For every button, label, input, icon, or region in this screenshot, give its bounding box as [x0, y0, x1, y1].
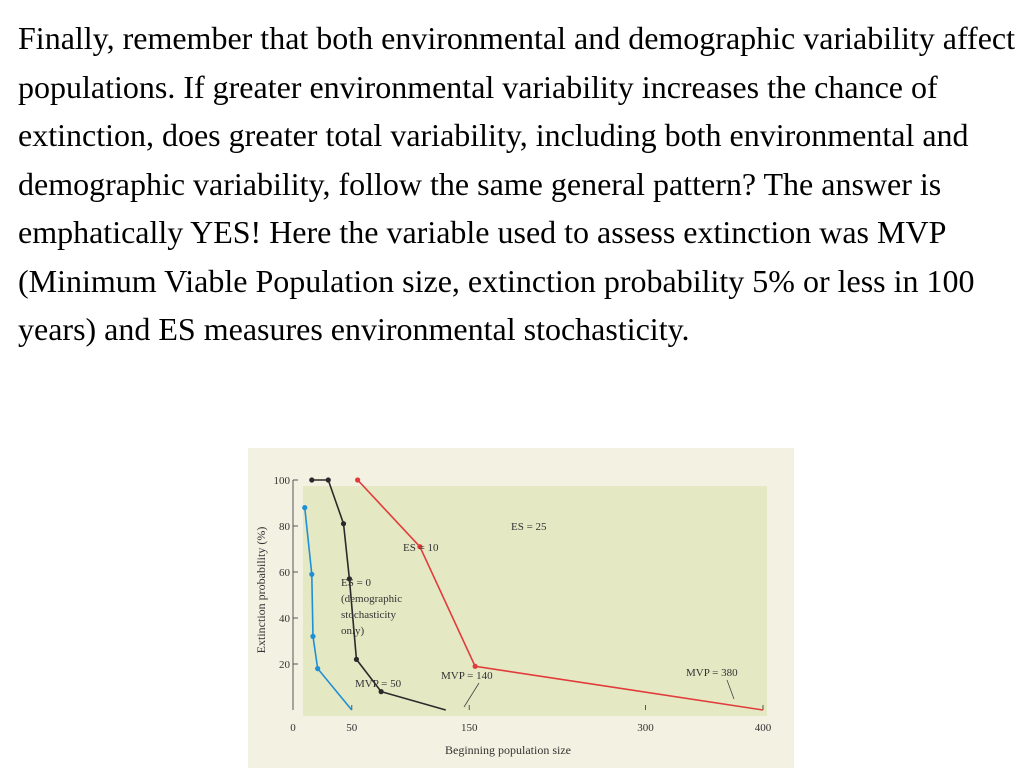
data-point-es0 [315, 666, 321, 672]
x-tick-label: 0 [290, 722, 296, 734]
y-axis-label: Extinction probability (%) [254, 527, 268, 654]
y-tick-label: 60 [279, 567, 291, 579]
data-point-es25 [355, 477, 361, 483]
y-tick-label: 100 [274, 475, 291, 487]
x-tick-label: 300 [637, 722, 654, 734]
axes: 100 80 60 40 20 0 50 150 300 400 Beginning populat… [254, 475, 772, 757]
mvp-es10-pointer [463, 682, 480, 708]
y-tick-label: 20 [279, 659, 291, 671]
x-axis-label: Beginning population size [445, 743, 571, 757]
x-tick-label: 50 [346, 722, 358, 734]
body-paragraph: Finally, remember that both environmenta… [18, 20, 1015, 347]
data-point-es10 [353, 656, 360, 662]
series-line-es25 [357, 479, 764, 711]
mvp-es25-pointer [726, 679, 735, 700]
y-tick-label: 80 [279, 521, 291, 533]
es0-label-line: only) [341, 625, 365, 637]
annotation-layer: ES = 0 (demographic stochasticity only) MVP … [341, 521, 738, 708]
data-point-es25 [417, 544, 423, 550]
data-point-es0 [309, 571, 315, 577]
series-layer [302, 477, 764, 711]
data-point-es0 [310, 633, 316, 639]
data-point-es10 [340, 521, 347, 527]
chart-svg: 100 80 60 40 20 0 50 150 300 400 Beginning populat… [254, 475, 772, 757]
data-point-es0 [302, 505, 308, 511]
es0-label-line: (demographic [341, 593, 402, 605]
x-tick-label: 400 [755, 722, 772, 734]
es0-label-line: ES = 0 [341, 577, 372, 589]
data-point-es25 [472, 663, 478, 669]
mvp-label-es0: MVP = 50 [355, 678, 402, 690]
data-point-es10 [346, 576, 352, 582]
es0-label-line: stochasticity [341, 609, 396, 621]
data-point-es10 [309, 477, 315, 483]
plot-area [303, 486, 767, 716]
x-tick-label: 150 [461, 722, 478, 734]
extinction-chart: 100 80 60 40 20 0 50 150 300 400 Beginning populat… [248, 448, 794, 768]
es25-label: ES = 25 [511, 521, 547, 533]
mvp-label-es25: MVP = 380 [686, 667, 738, 679]
y-tick-label: 40 [279, 613, 291, 625]
es10-label: ES = 10 [403, 542, 439, 554]
mvp-label-es10: MVP = 140 [441, 670, 493, 682]
data-point-es10 [378, 689, 384, 695]
data-point-es10 [325, 477, 331, 483]
